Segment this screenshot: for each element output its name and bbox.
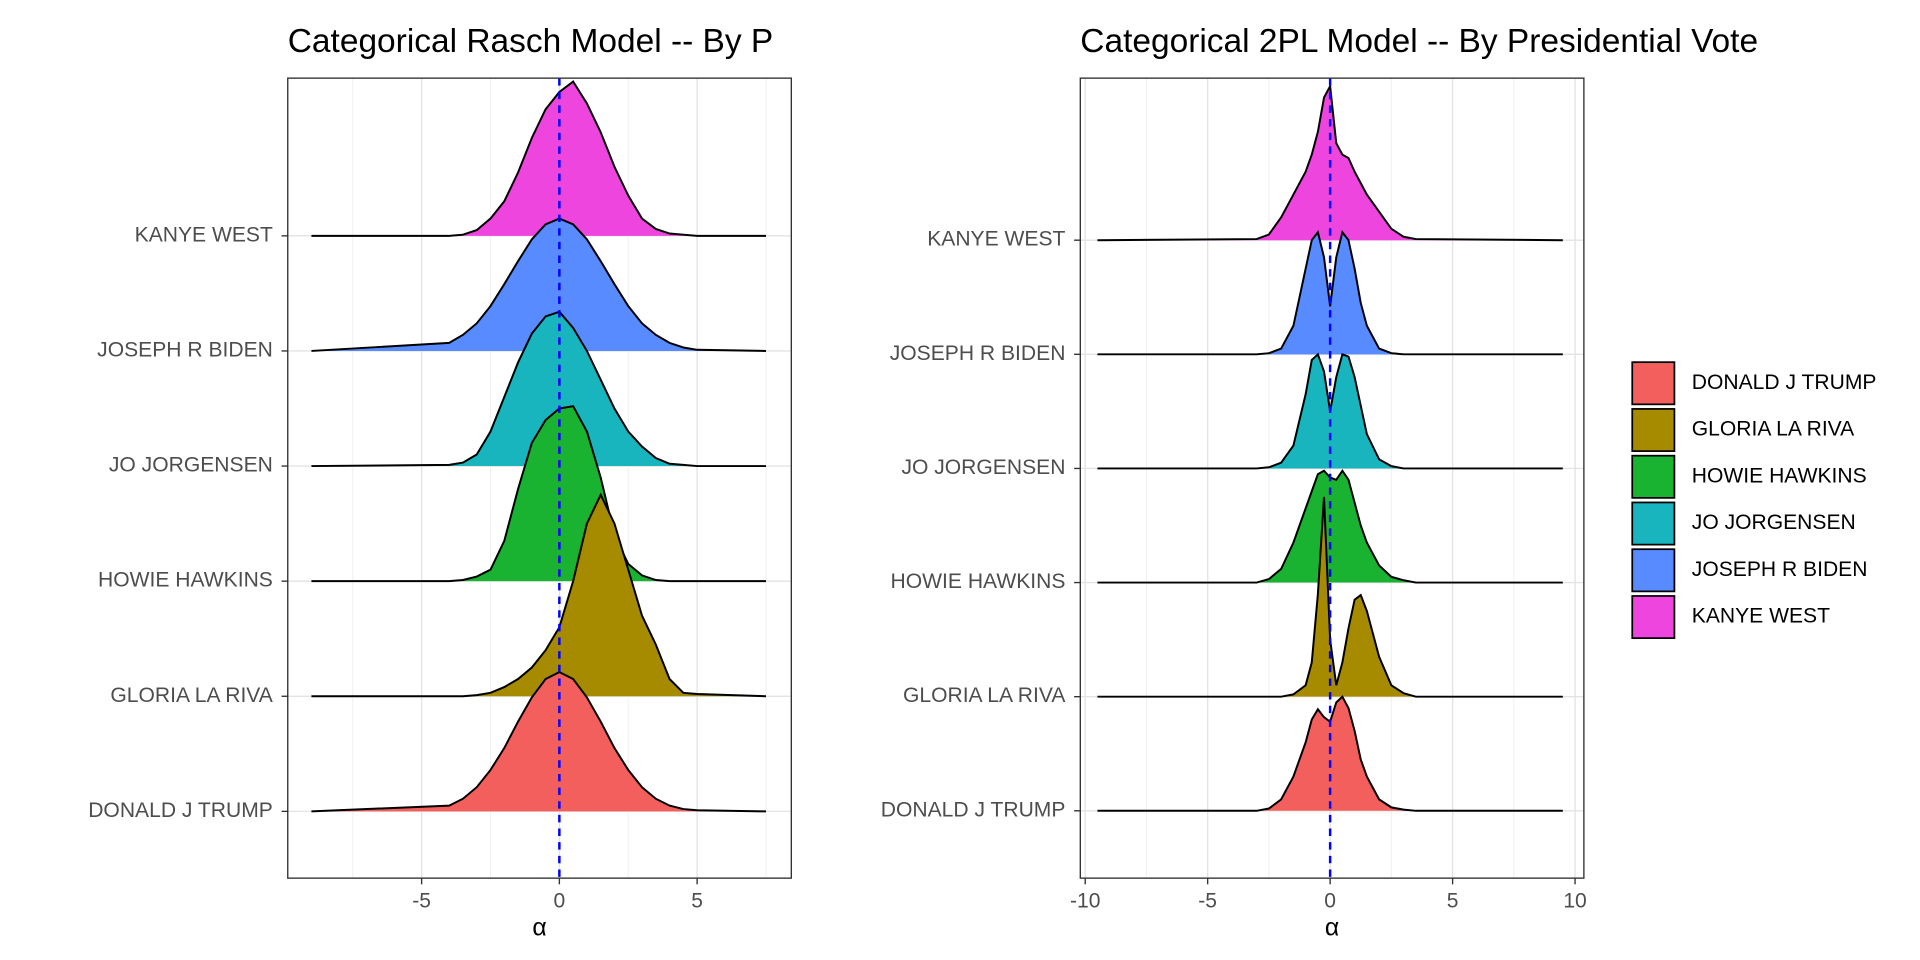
x-tick-label: -5 <box>1198 889 1217 912</box>
ridge-area <box>311 218 766 351</box>
x-tick-label: 0 <box>1324 889 1336 912</box>
x-tick-label: -10 <box>1070 889 1100 912</box>
ridge-line <box>1097 496 1563 698</box>
x-tick-label: 0 <box>554 889 566 912</box>
y-tick-label: DONALD J TRUMP <box>88 799 273 822</box>
y-tick-label: KANYE WEST <box>135 223 273 246</box>
x-tick-label: 10 <box>1563 889 1586 912</box>
legend-label: JO JORGENSEN <box>1692 511 1856 534</box>
ridge-line <box>311 670 766 813</box>
x-tick-label: 5 <box>1447 889 1459 912</box>
legend-key <box>1631 454 1676 499</box>
ridge-line <box>311 310 766 468</box>
legend-key <box>1631 408 1676 452</box>
x-axis-label: α <box>1325 915 1339 942</box>
ridge-line <box>1097 229 1563 356</box>
ridge-area <box>311 406 766 582</box>
legend-key <box>1631 548 1676 593</box>
legend-label: KANYE WEST <box>1692 605 1830 628</box>
ridge-line <box>311 80 766 237</box>
ridge-line <box>311 217 766 352</box>
legend-label: JOSEPH R BIDEN <box>1692 558 1868 581</box>
panel-border <box>1079 77 1585 879</box>
ridge-line <box>311 405 766 583</box>
legend-key <box>1631 595 1676 640</box>
chart-title: Categorical 2PL Model -- By Presidential… <box>1080 23 1758 60</box>
y-tick-label: HOWIE HAWKINS <box>98 569 273 592</box>
y-tick-label: JOSEPH R BIDEN <box>97 339 273 362</box>
y-tick-label: GLORIA LA RIVA <box>903 684 1066 707</box>
x-axis-label: α <box>532 915 546 942</box>
legend-key <box>1631 361 1676 406</box>
legend-label: DONALD J TRUMP <box>1692 371 1877 394</box>
y-tick-label: KANYE WEST <box>927 228 1065 251</box>
ridge-line <box>1097 82 1563 242</box>
ridge-line <box>1097 352 1563 470</box>
ridge-line <box>1097 468 1563 584</box>
ridge-area <box>311 494 766 697</box>
ridge-area <box>311 81 766 236</box>
y-tick-label: JOSEPH R BIDEN <box>890 342 1066 365</box>
legend-label: GLORIA LA RIVA <box>1692 418 1855 441</box>
ridge-area <box>1097 470 1563 583</box>
ridge-area <box>311 672 766 812</box>
y-tick-label: GLORIA LA RIVA <box>110 684 273 707</box>
x-tick-label: 5 <box>691 889 703 912</box>
y-tick-label: HOWIE HAWKINS <box>891 570 1066 593</box>
ridge-area <box>311 311 766 467</box>
legend-label: HOWIE HAWKINS <box>1692 464 1867 487</box>
y-tick-label: JO JORGENSEN <box>109 454 273 477</box>
chart-title: Categorical Rasch Model -- By P <box>288 23 773 60</box>
x-tick-label: -5 <box>412 889 431 912</box>
panel-border <box>287 77 792 879</box>
y-tick-label: JO JORGENSEN <box>901 456 1065 479</box>
ridge-line <box>311 492 767 698</box>
ridge-line <box>1097 695 1563 812</box>
legend-key <box>1631 501 1676 546</box>
y-tick-label: DONALD J TRUMP <box>881 798 1066 821</box>
